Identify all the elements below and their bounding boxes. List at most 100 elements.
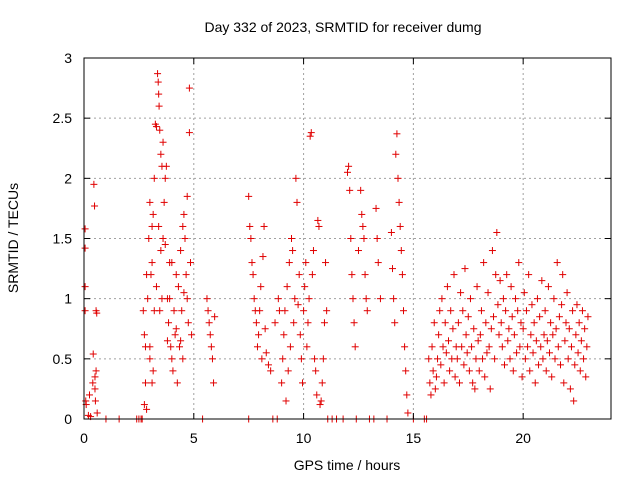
data-point <box>286 343 294 351</box>
data-point <box>496 277 504 285</box>
data-point <box>517 319 525 327</box>
y-axis-label: SRMTID / TECUs <box>5 183 21 293</box>
data-point <box>301 283 309 291</box>
data-point <box>514 307 522 315</box>
data-point <box>180 289 188 297</box>
data-point <box>483 349 491 357</box>
data-point <box>503 271 511 279</box>
data-point <box>544 283 552 291</box>
data-point <box>497 319 505 327</box>
data-point <box>149 210 157 218</box>
data-point <box>393 130 401 138</box>
data-point <box>387 228 395 236</box>
data-point <box>555 313 563 321</box>
x-axis-label: GPS time / hours <box>294 457 401 473</box>
data-point <box>156 307 164 315</box>
data-point <box>264 361 272 369</box>
data-point <box>395 198 403 206</box>
data-point <box>146 343 154 351</box>
data-point <box>532 337 540 345</box>
data-point <box>179 355 187 363</box>
data-point <box>507 283 515 291</box>
data-point <box>389 265 397 273</box>
data-point <box>309 247 317 255</box>
data-point <box>313 391 321 399</box>
x-tick-label: 15 <box>406 430 422 446</box>
data-point <box>562 319 570 327</box>
data-point <box>535 361 543 369</box>
data-point <box>493 228 501 236</box>
x-tick-label: 5 <box>190 430 198 446</box>
data-point <box>177 247 185 255</box>
data-point <box>262 349 270 357</box>
data-point <box>155 90 163 98</box>
data-point <box>305 295 313 303</box>
data-point <box>363 307 371 315</box>
data-point <box>188 331 196 339</box>
data-point <box>542 367 550 375</box>
y-tick-label: 0 <box>64 411 72 427</box>
data-point <box>516 343 524 351</box>
data-point <box>501 361 509 369</box>
data-point <box>560 379 568 387</box>
data-point <box>346 186 354 194</box>
data-point <box>520 289 528 297</box>
data-point <box>174 283 182 291</box>
data-point <box>374 259 382 267</box>
data-point <box>152 283 160 291</box>
x-tick-label: 20 <box>515 430 531 446</box>
data-point <box>311 355 319 363</box>
data-point <box>267 367 275 375</box>
data-point <box>140 401 148 409</box>
data-point <box>473 283 481 291</box>
data-point <box>508 313 516 321</box>
data-point <box>561 337 569 345</box>
data-point <box>531 379 539 387</box>
data-point <box>373 235 381 242</box>
data-point <box>537 343 545 351</box>
data-point <box>184 319 192 327</box>
data-point <box>249 271 257 279</box>
data-point <box>487 325 495 333</box>
y-tick-label: 3 <box>64 50 72 66</box>
data-point <box>280 331 288 339</box>
data-point <box>159 235 167 242</box>
data-point <box>485 343 493 351</box>
data-point <box>172 271 180 279</box>
data-point <box>161 241 169 249</box>
data-point <box>143 405 151 413</box>
data-point <box>283 283 291 291</box>
data-point <box>459 307 467 315</box>
data-point <box>279 355 287 363</box>
y-tick-label: 2.5 <box>53 110 73 126</box>
data-point <box>246 222 254 230</box>
data-points <box>81 70 592 423</box>
data-point <box>491 355 499 363</box>
data-point <box>179 222 187 230</box>
data-point <box>492 271 500 279</box>
data-point <box>521 355 529 363</box>
data-point <box>91 385 99 393</box>
data-point <box>482 319 490 327</box>
data-point <box>161 174 169 182</box>
data-point <box>247 235 255 242</box>
data-point <box>530 319 538 327</box>
data-point <box>144 295 152 303</box>
data-point <box>185 129 193 137</box>
data-point <box>359 222 367 230</box>
data-point <box>539 355 547 363</box>
data-point <box>437 361 445 369</box>
data-point <box>257 283 265 291</box>
data-point <box>577 337 585 345</box>
data-point <box>92 367 100 375</box>
data-point <box>404 409 412 417</box>
data-point <box>541 307 549 315</box>
data-point <box>260 222 268 230</box>
data-point <box>307 129 315 137</box>
data-point <box>402 367 410 375</box>
data-point <box>571 361 579 369</box>
data-point <box>490 313 498 321</box>
data-point <box>441 319 449 327</box>
data-point <box>486 385 494 393</box>
data-point <box>186 259 194 267</box>
